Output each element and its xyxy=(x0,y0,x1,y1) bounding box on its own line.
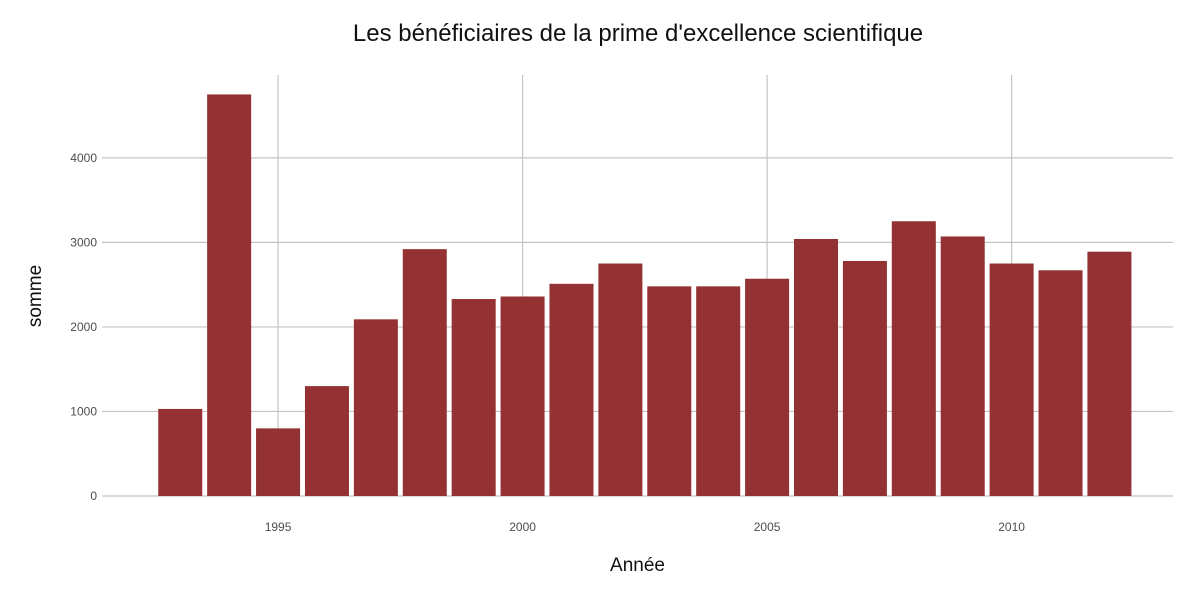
x-tick-label-2000: 2000 xyxy=(509,520,536,534)
bar-2010 xyxy=(989,263,1034,496)
bar-2005 xyxy=(745,278,790,496)
bar-1995 xyxy=(256,428,301,496)
x-axis-title: Année xyxy=(610,555,665,576)
tick-labels: 0 1000 2000 3000 4000 1995 2000 2005 2010 xyxy=(70,151,1025,534)
bar-2001 xyxy=(549,283,594,496)
bar-2012 xyxy=(1087,251,1132,496)
bar-2006 xyxy=(793,239,839,496)
bar-2002 xyxy=(598,263,643,496)
bar-2004 xyxy=(696,286,741,496)
bar-1994 xyxy=(207,94,252,496)
bar-2000 xyxy=(500,296,545,496)
x-tick-label-1995: 1995 xyxy=(265,520,292,534)
y-tick-label-3000: 3000 xyxy=(70,235,97,249)
bar-2007 xyxy=(842,260,887,496)
bar-1996 xyxy=(304,386,349,496)
bar-2009 xyxy=(940,236,985,496)
bar-1997 xyxy=(353,319,398,496)
bar-1993 xyxy=(158,408,203,496)
y-tick-label-2000: 2000 xyxy=(70,320,97,334)
bars xyxy=(158,94,1132,496)
x-tick-label-2010: 2010 xyxy=(998,520,1025,534)
chart-title: Les bénéficiaires de la prime d'excellen… xyxy=(352,20,924,47)
y-tick-label-1000: 1000 xyxy=(70,404,97,418)
x-tick-label-2005: 2005 xyxy=(754,520,781,534)
bar-2003 xyxy=(647,286,692,496)
bar-1998 xyxy=(402,249,447,496)
y-tick-label-0: 0 xyxy=(90,489,97,503)
bar-2008 xyxy=(891,221,936,496)
bar-1999 xyxy=(451,299,496,496)
y-tick-label-4000: 4000 xyxy=(70,151,97,165)
bar-2011 xyxy=(1038,270,1083,496)
